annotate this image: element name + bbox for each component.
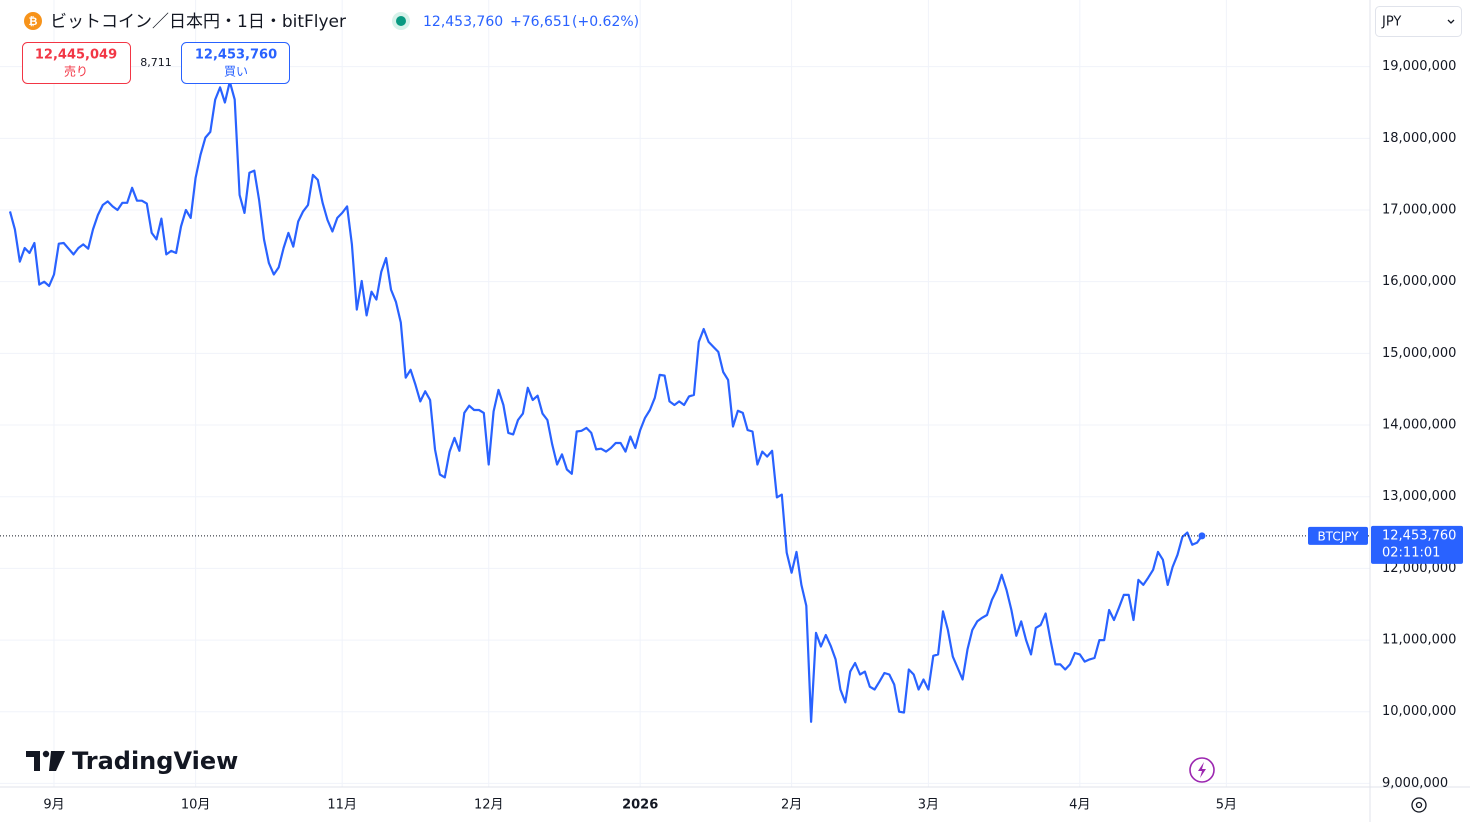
symbol-title: ビットコイン／日本円・1日・bitFlyer — [50, 12, 346, 32]
settings-button[interactable] — [1411, 797, 1427, 813]
x-tick-label: 5月 — [1216, 798, 1237, 813]
y-tick-label: 18,000,000 — [1382, 131, 1456, 146]
y-tick-label: 14,000,000 — [1382, 418, 1456, 433]
price-tag-label: 12,453,760 — [1382, 528, 1456, 543]
currency-dropdown[interactable] — [1375, 6, 1462, 37]
sell-price: 12,445,049 — [35, 48, 117, 63]
y-tick-label: 17,000,000 — [1382, 203, 1456, 218]
spread: 8,711 — [140, 56, 172, 69]
x-tick-label: 3月 — [918, 798, 939, 813]
y-tick-label: 13,000,000 — [1382, 489, 1456, 504]
events-icon — [1198, 762, 1206, 778]
coin-icon-glyph: ₿ — [29, 15, 38, 28]
y-tick-label: 9,000,000 — [1382, 776, 1448, 791]
sell-label: 売り — [64, 64, 88, 79]
last-price: 12,453,760 — [423, 14, 503, 30]
y-tick-label: 19,000,000 — [1382, 59, 1456, 74]
x-tick-label: 9月 — [43, 798, 64, 813]
settings-icon — [1415, 801, 1423, 809]
market-status-dot — [396, 16, 406, 26]
last-price-dot — [1198, 532, 1206, 540]
coin-icon — [24, 12, 42, 30]
x-tick-label: 10月 — [181, 798, 211, 813]
buy-price: 12,453,760 — [195, 48, 277, 63]
price-change: +76,651 — [510, 14, 571, 30]
buy-button[interactable] — [181, 42, 290, 84]
logo-text: TradingView — [72, 747, 238, 775]
price-tag — [1371, 525, 1463, 564]
x-tick-label: 2月 — [781, 798, 802, 813]
plot — [0, 80, 1370, 723]
logo-mark — [42, 750, 50, 758]
logo-mark — [49, 751, 65, 771]
x-tick-label: 4月 — [1069, 798, 1090, 813]
symbol-tag-label: BTCJPY — [1317, 529, 1359, 543]
dropdown-caret — [1447, 19, 1455, 24]
y-tick-label: 11,000,000 — [1382, 633, 1456, 648]
y-tick-label: 10,000,000 — [1382, 704, 1456, 719]
logo: TradingView — [26, 747, 238, 775]
y-tick-label: 12,000,000 — [1382, 561, 1456, 576]
price-line — [8, 80, 1203, 723]
logo-mark — [26, 751, 40, 771]
price-change-pct: (+0.62%) — [572, 14, 639, 30]
x-tick-label: 11月 — [327, 798, 357, 813]
countdown-label: 02:11:01 — [1382, 545, 1440, 560]
currency-label: JPY — [1381, 15, 1401, 30]
y-tick-label: 16,000,000 — [1382, 274, 1456, 289]
symbol-tag — [1308, 526, 1368, 545]
sell-button[interactable] — [22, 42, 131, 84]
y-tick-label: 15,000,000 — [1382, 346, 1456, 361]
x-tick-label: 12月 — [474, 798, 504, 813]
x-tick-label: 2026 — [622, 798, 658, 813]
buy-label: 買い — [224, 65, 248, 79]
